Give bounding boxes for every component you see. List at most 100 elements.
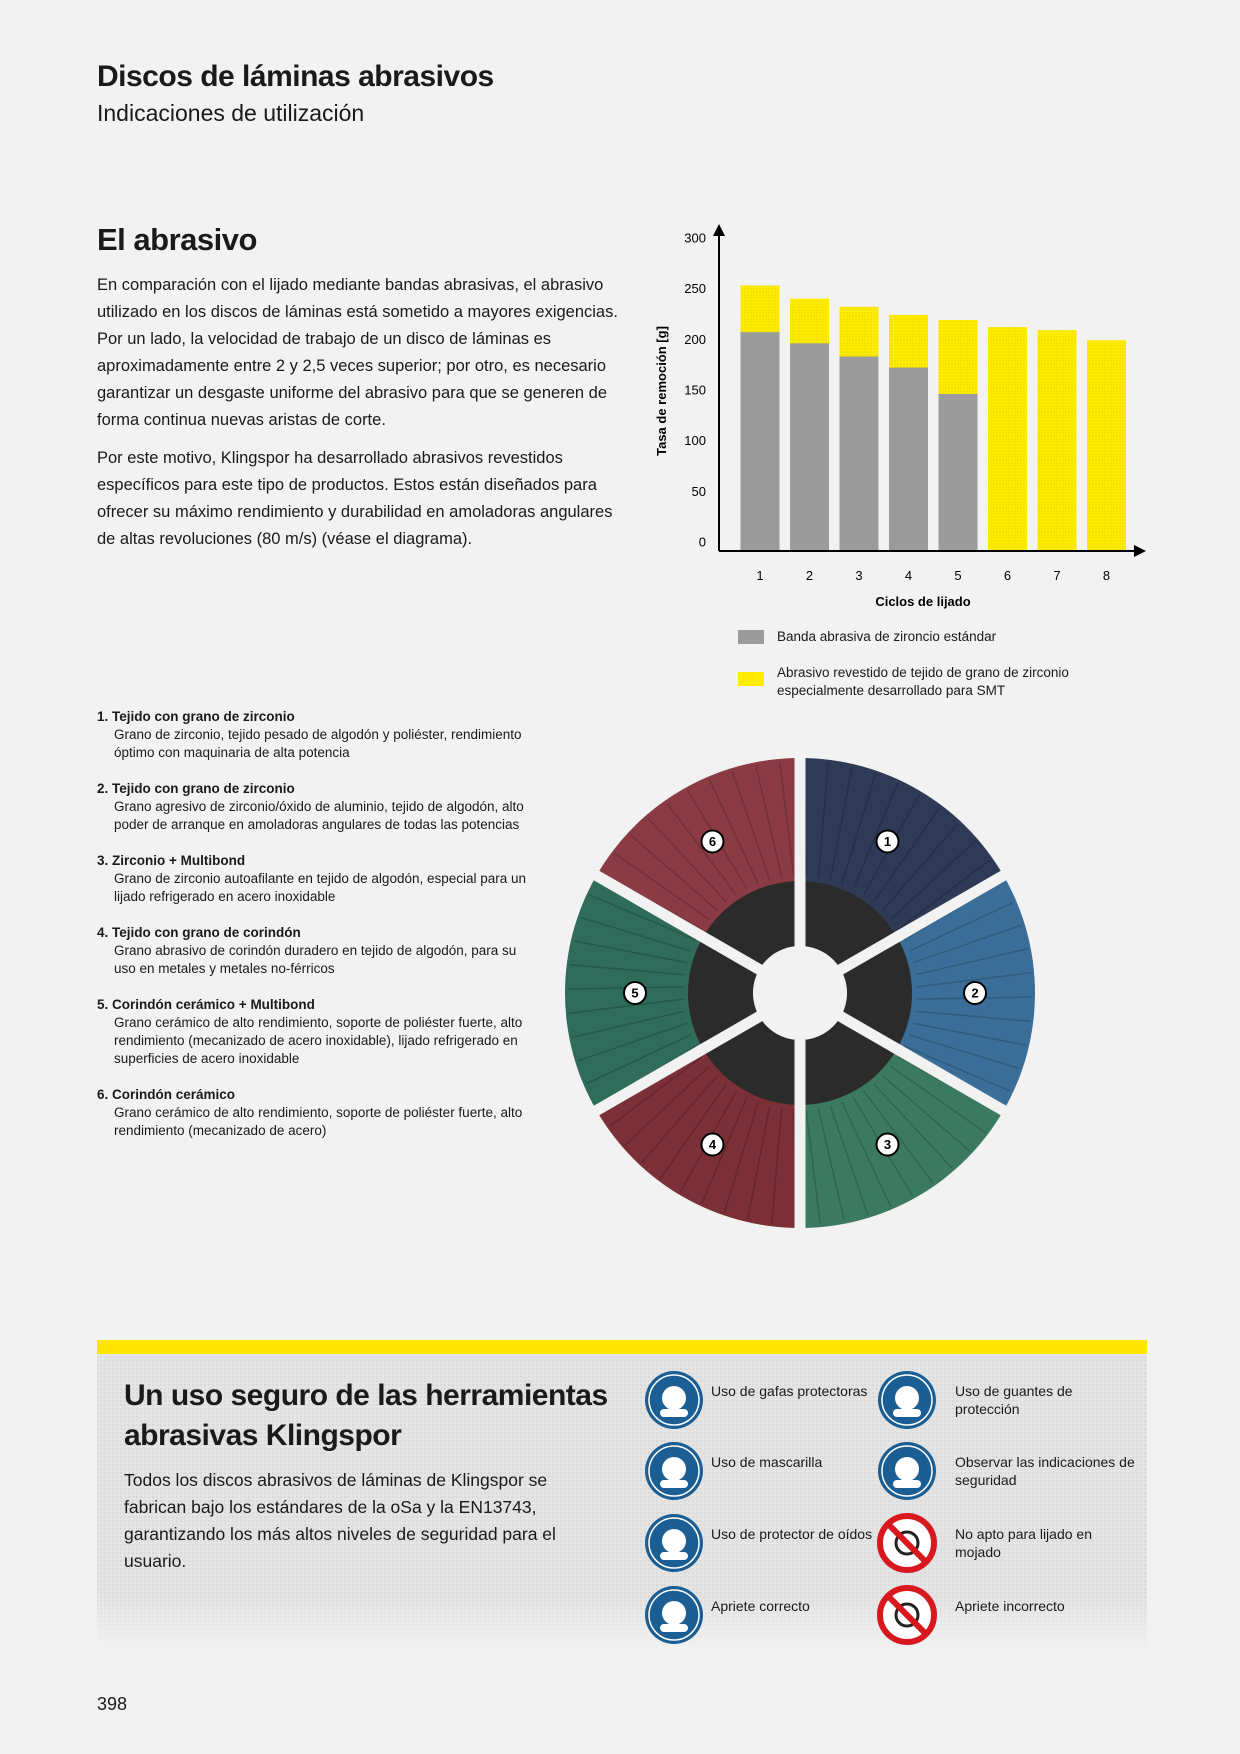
product-description: Grano cerámico de alto rendimiento, sopo… <box>114 1015 523 1066</box>
icon-label: Uso de gafas protectoras <box>711 1383 868 1399</box>
flap-line <box>624 1066 710 1146</box>
disc-segment <box>564 875 760 1111</box>
flap-line <box>779 761 795 877</box>
x-tick-label: 7 <box>1053 568 1060 583</box>
flap-line <box>912 924 1023 964</box>
bar <box>938 393 978 550</box>
product-number: 3. <box>97 853 109 868</box>
flap-line <box>829 1105 869 1216</box>
flap-line <box>629 834 718 911</box>
product-description: Grano abrasivo de corindón duradero en t… <box>114 943 517 976</box>
product-heading: 1. Tejido con grano de zirconio <box>97 708 537 726</box>
icon-label: Apriete correcto <box>711 1598 810 1614</box>
product-heading: 4. Tejido con grano de corindón <box>97 924 537 942</box>
y-tick-label: 300 <box>684 230 706 245</box>
icon-glyph <box>662 1529 686 1553</box>
y-tick-label: 100 <box>684 433 706 448</box>
flap-line <box>708 779 759 885</box>
flap-line <box>873 807 941 903</box>
icon-label: Apriete incorrecto <box>955 1598 1065 1614</box>
flap-line <box>659 1083 727 1179</box>
segment-badge <box>623 981 647 1005</box>
flap-line <box>915 1010 1031 1023</box>
flap-line <box>908 901 1014 952</box>
product-description: Grano cerámico de alto rendimiento, sopo… <box>114 1105 523 1138</box>
flap-line <box>580 916 691 952</box>
flap-line <box>873 1083 953 1169</box>
product-number: 6. <box>97 1087 109 1102</box>
product-item: 4. Tejido con grano de corindón Grano abr… <box>97 924 537 978</box>
bar <box>889 367 928 550</box>
safety-text: Todos los discos abrasivos de láminas de… <box>124 1470 556 1571</box>
y-tick-label: 0 <box>699 534 706 549</box>
safety-icons <box>645 1371 937 1645</box>
icon-label: Observar las indicaciones de seguridad <box>955 1454 1135 1488</box>
segment-number: 4 <box>709 1137 717 1152</box>
flap-line <box>903 1045 1011 1092</box>
x-axis-arrow <box>1134 545 1146 557</box>
product-title: Zirconio + Multibond <box>112 853 246 868</box>
y-axis-title: Tasa de remoción [g] <box>654 326 669 456</box>
flap-line <box>817 762 830 878</box>
product-heading: 6. Corindón cerámico <box>97 1086 537 1104</box>
icon-ring <box>648 1445 700 1497</box>
icon-label: Uso de guantes de protección <box>955 1383 1073 1417</box>
flap-disc-wheel: 1 2 3 4 5 6 <box>564 748 1035 1238</box>
product-title: Tejido con grano de zirconio <box>112 781 295 796</box>
y-tick-label: 150 <box>684 382 706 397</box>
flap-line <box>890 1066 986 1134</box>
flap-line <box>882 1075 971 1152</box>
flap-line <box>841 773 877 884</box>
bar <box>790 343 829 550</box>
icon-glyph <box>895 1386 919 1410</box>
flap-line <box>897 859 991 930</box>
flap-line <box>829 766 853 881</box>
icon-label: No apto para lijado en mojado <box>955 1526 1092 1560</box>
segment-number: 6 <box>709 834 716 849</box>
product-title: Tejido con grano de zirconio <box>112 709 295 724</box>
bar-texture <box>1037 330 1077 550</box>
safety-title: Un uso seguro de las herramientas abrasi… <box>124 1379 608 1452</box>
product-number: 2. <box>97 781 109 796</box>
flap-line <box>577 1022 688 1062</box>
icon-ring <box>881 1445 933 1497</box>
icon-glyph-base <box>893 1409 921 1417</box>
product-title: Corindón cerámico <box>112 1087 236 1102</box>
page-title: Discos de láminas abrasivos <box>97 60 494 93</box>
icon-glyph <box>895 1457 919 1481</box>
flap-line <box>912 1022 1027 1046</box>
product-item: 5. Corindón cerámico + Multibond Grano ce… <box>97 996 537 1068</box>
icon-ring <box>648 1517 700 1569</box>
flap-line <box>589 894 697 941</box>
safety-panel-fade <box>97 1354 1147 1654</box>
legend-label: Abrasivo revestido de tejido de grano de… <box>777 665 1069 698</box>
y-tick-label: 250 <box>684 281 706 296</box>
product-description: Grano agresivo de zirconio/óxido de alum… <box>114 799 524 832</box>
flap-line <box>747 1105 771 1220</box>
flap-line <box>641 1075 718 1164</box>
product-description: Grano de zirconio, tejido pesado de algo… <box>114 727 522 760</box>
icon-glyph-base <box>660 1552 688 1560</box>
bar-texture <box>1087 340 1126 550</box>
flap-line <box>916 972 1032 988</box>
flap-line <box>841 1101 892 1207</box>
intro-text: En comparación con el lijado mediante ba… <box>97 272 622 564</box>
product-item: 1. Tejido con grano de zirconio Grano de … <box>97 708 537 762</box>
center-hole <box>753 946 847 1040</box>
segment-badge <box>963 981 987 1005</box>
product-number: 1. <box>97 709 109 724</box>
product-item: 2. Tejido con grano de zirconio Grano agr… <box>97 780 537 834</box>
product-heading: 2. Tejido con grano de zirconio <box>97 780 537 798</box>
flap-line <box>731 770 771 881</box>
y-tick-label: 50 <box>692 484 706 499</box>
icon-glyph-base <box>660 1480 688 1488</box>
icon-slash <box>885 1593 929 1637</box>
segment-badge <box>875 1132 900 1157</box>
flap-line <box>666 802 737 896</box>
x-tick-label: 6 <box>1004 568 1011 583</box>
flap-line <box>569 963 685 976</box>
x-tick-label: 2 <box>806 568 813 583</box>
